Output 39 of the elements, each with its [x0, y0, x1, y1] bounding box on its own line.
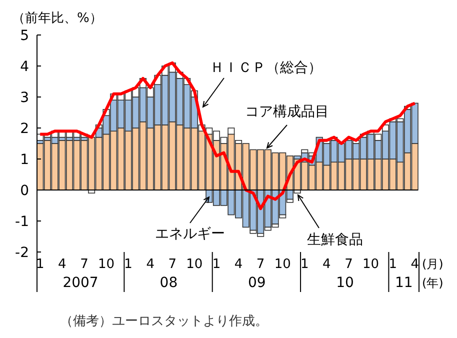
y-tick-label: 3: [20, 90, 29, 106]
y-axis-title: （前年比、%）: [12, 11, 102, 26]
series-label: コア構成品目: [245, 104, 329, 120]
x-axis-title: (月): [422, 257, 444, 271]
x-tick-label: 1: [212, 257, 221, 272]
y-tick-label: 1: [20, 152, 29, 168]
series-label: 生鮮食品: [307, 232, 363, 248]
y-tick-label: 5: [20, 28, 29, 44]
x-tick-label: 10: [186, 257, 203, 272]
x-tick-label: 7: [168, 257, 177, 272]
x-tick-label: 7: [80, 257, 88, 272]
text: 10: [336, 275, 354, 291]
text: (年): [422, 276, 444, 290]
text: 09: [248, 275, 266, 291]
x-tick-label: 10: [274, 257, 291, 272]
x-tick-label: 4: [58, 257, 66, 272]
y-tick-label: 2: [20, 121, 29, 137]
x-tick-label: 1: [36, 257, 44, 272]
x-tick-label: 1: [388, 257, 397, 272]
x-tick-label: 7: [256, 257, 265, 272]
text: 08: [160, 275, 178, 291]
series-label: ＨＩＣＰ（総合）: [210, 60, 322, 76]
text: 2007: [62, 275, 98, 291]
x-tick-label: 7: [344, 257, 353, 272]
y-tick-label: 0: [20, 183, 29, 199]
text: （備考）ユーロスタットより作成。: [60, 314, 268, 329]
x-tick-label: 4: [410, 257, 420, 272]
text: 11: [394, 275, 413, 291]
x-tick-label: 4: [234, 257, 243, 272]
x-tick-label: 4: [146, 257, 154, 272]
series-label: エネルギー: [155, 226, 225, 242]
y-tick-label: 4: [20, 59, 30, 75]
x-tick-label: 1: [124, 257, 132, 272]
y-tick-label: -2: [15, 245, 29, 261]
x-tick-label: 4: [322, 257, 331, 272]
x-tick-label: 10: [98, 257, 115, 272]
x-tick-label: 10: [362, 257, 380, 272]
y-tick-label: -1: [15, 214, 29, 230]
x-tick-label: 1: [300, 257, 309, 272]
